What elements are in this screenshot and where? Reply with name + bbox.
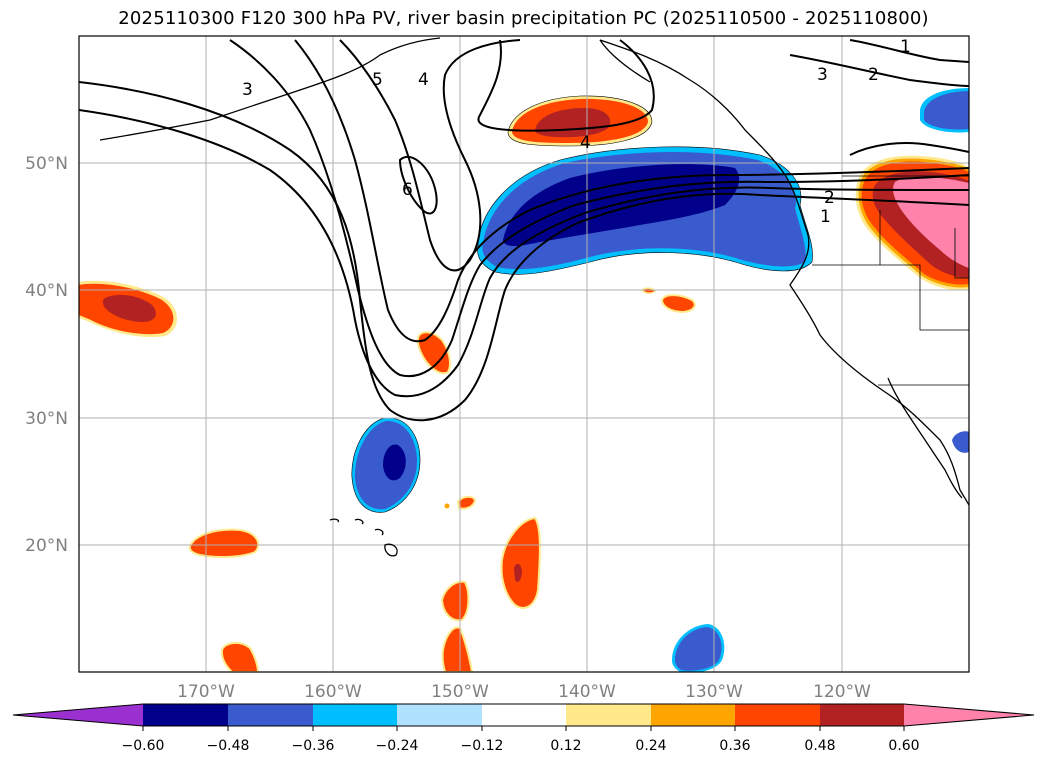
colorbar-tick-2: −0.48	[207, 738, 250, 754]
colorbar-tick-4: −0.24	[376, 738, 419, 754]
lat-label-30n: 30°N	[25, 409, 68, 429]
pv-contour-labels: 1 2 3 4 5 6 4 3 2 1	[242, 37, 911, 227]
colorbar-bin-7	[651, 704, 735, 726]
anomaly-outlines	[351, 95, 813, 513]
positive-anomaly-subtropics-west	[188, 528, 260, 558]
contour-label-3-top: 3	[817, 65, 828, 85]
lat-label-40n: 40°N	[25, 281, 68, 301]
negative-anomaly-subtropical-core	[383, 444, 406, 481]
graticule	[79, 36, 969, 672]
lat-label-20n: 20°N	[25, 536, 68, 556]
positive-anomaly-east-pacific-small	[660, 294, 696, 314]
negative-anomaly-south-inner	[675, 627, 722, 671]
coast-alaska	[379, 37, 651, 83]
colorbar-tick-5: −0.12	[461, 738, 504, 754]
contour-label-2-east: 2	[824, 188, 835, 208]
contour-label-4-ridge: 4	[580, 133, 591, 153]
coast-baja-california	[887, 377, 963, 499]
colorbar-tick-7: 0.24	[635, 738, 666, 754]
latitude-labels: 50°N 40°N 30°N 20°N	[25, 154, 68, 556]
contour-label-3: 3	[242, 80, 253, 100]
precip-anomaly-shading	[79, 88, 969, 672]
contour-label-5: 5	[372, 70, 383, 90]
pv-contour-1	[79, 81, 969, 422]
colorbar-tick-8: 0.36	[719, 738, 750, 754]
colorbar-bin-8	[735, 704, 820, 726]
colorbar: −0.60 −0.48 −0.36 −0.24 −0.12 0.12 0.24 …	[12, 703, 1035, 754]
positive-anomaly-pacific-northwest-extreme	[893, 176, 969, 268]
map-title: 2025110300 F120 300 hPa PV, river basin …	[118, 8, 929, 29]
positive-anomaly-south-central-b	[441, 626, 474, 672]
positive-anomaly-west-edge-core	[102, 294, 156, 322]
pv-contour-3	[229, 39, 969, 378]
contour-label-2-top: 2	[868, 65, 879, 85]
pv-contour-northeast-a	[849, 39, 969, 63]
pv-contour-4	[294, 39, 969, 343]
contour-label-4: 4	[418, 70, 429, 90]
positive-anomaly-south-west	[220, 642, 260, 672]
coast-hawaii	[329, 518, 398, 557]
colorbar-bin-1	[143, 704, 228, 726]
pv-contour-northeast-b	[789, 54, 969, 87]
coast-aleutian-islands	[99, 54, 381, 141]
colorbar-tick-3: −0.36	[292, 738, 335, 754]
colorbar-bin-2	[228, 704, 313, 726]
lon-label-170w: 170°W	[177, 682, 235, 702]
pv-contour-5	[339, 39, 521, 272]
colorbar-tick-6: 0.12	[550, 738, 581, 754]
colorbar-extend-high	[904, 704, 1034, 726]
negative-anomaly-northeast-inner	[924, 91, 969, 130]
positive-anomaly-subtropics-central-core	[514, 563, 522, 582]
colorbar-bin-6	[566, 704, 651, 726]
colorbar-tick-marks	[142, 726, 905, 731]
positive-anomaly-subtropics-central	[500, 516, 541, 609]
colorbar-bin-4	[397, 704, 482, 726]
colorbar-bin-5	[482, 704, 566, 726]
lon-label-140w: 140°W	[558, 682, 616, 702]
colorbar-bin-9	[820, 704, 904, 726]
pv-contour-northeast-c	[849, 142, 969, 156]
pv-contour-ridge-top	[477, 39, 655, 132]
pv-contour-2	[79, 109, 969, 398]
colorbar-tick-10: 0.60	[888, 738, 919, 754]
coastlines	[99, 37, 969, 557]
colorbar-extend-low	[13, 704, 143, 726]
outline-subtropical	[351, 417, 421, 513]
contour-label-6: 6	[402, 180, 413, 200]
negative-anomaly-east-edge	[952, 431, 969, 453]
lon-label-120w: 120°W	[813, 682, 871, 702]
positive-anomaly-east-pacific-tiny	[640, 287, 656, 294]
contour-label-1-top: 1	[900, 37, 911, 57]
outline-north-pacific	[477, 146, 813, 275]
colorbar-tick-9: 0.48	[804, 738, 835, 754]
map-frame	[78, 35, 970, 673]
positive-anomaly-hawaii-small	[456, 495, 477, 510]
contour-label-1-east: 1	[820, 207, 831, 227]
longitude-labels: 170°W 160°W 150°W 140°W 130°W 120°W	[177, 682, 871, 702]
colorbar-bin-3	[313, 704, 397, 726]
positive-anomaly-south-central-a	[440, 580, 470, 622]
lon-label-160w: 160°W	[304, 682, 362, 702]
pv-contours	[79, 39, 969, 422]
colorbar-tick-1: −0.60	[122, 738, 165, 754]
positive-anomaly-dot	[444, 503, 450, 509]
lon-label-150w: 150°W	[431, 682, 489, 702]
pv-contour-6	[398, 155, 438, 215]
outline-gulf-alaska	[507, 95, 653, 147]
border-us-states	[812, 210, 969, 331]
lat-label-50n: 50°N	[25, 154, 68, 174]
lon-label-130w: 130°W	[685, 682, 743, 702]
coast-north-america	[599, 39, 969, 506]
